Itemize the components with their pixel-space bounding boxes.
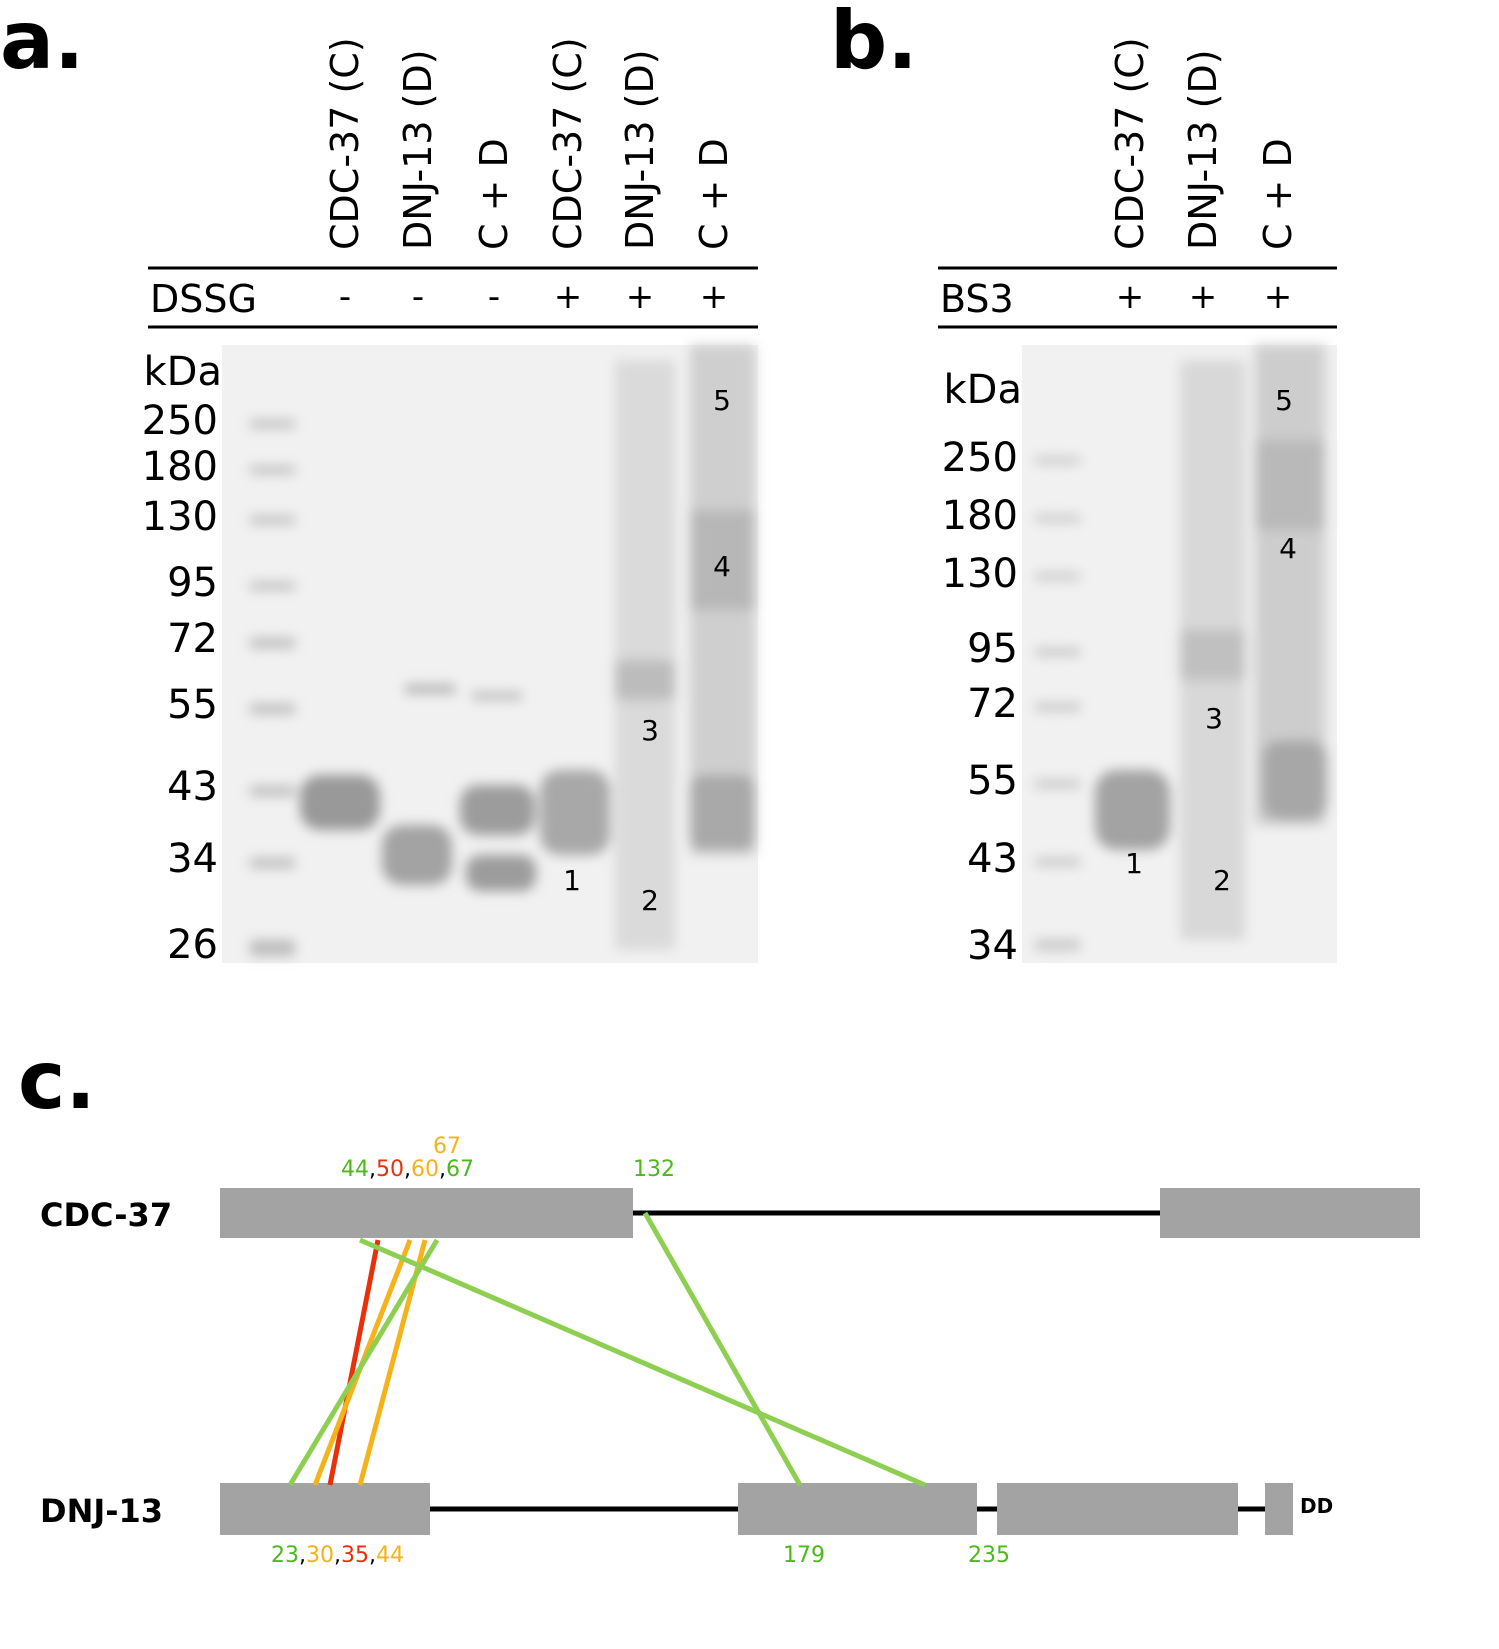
panel-label: b. bbox=[830, 0, 918, 87]
marker-label: 130 bbox=[942, 551, 1018, 597]
treatment-mark: - bbox=[488, 277, 500, 317]
residue: 132 bbox=[633, 1157, 675, 1182]
lane-label: C + D bbox=[692, 138, 736, 250]
treatment-name: DSSG bbox=[150, 277, 257, 321]
marker-label: 34 bbox=[167, 836, 218, 882]
domain-label: DD bbox=[1300, 1494, 1333, 1518]
treatment-mark: + bbox=[1116, 277, 1145, 317]
residue: 35 bbox=[341, 1543, 369, 1568]
residue: 235 bbox=[968, 1543, 1010, 1568]
residue: 30 bbox=[306, 1543, 334, 1568]
separator: , bbox=[369, 1157, 376, 1182]
treatment-mark: + bbox=[554, 277, 583, 317]
marker-label: 26 bbox=[167, 922, 218, 968]
marker-label: 250 bbox=[942, 435, 1018, 481]
lane-label: CDC-37 (C) bbox=[323, 37, 367, 250]
band-label: 3 bbox=[1205, 702, 1223, 735]
protein-name: DNJ-13 bbox=[40, 1492, 163, 1530]
band-label: 3 bbox=[641, 714, 659, 747]
unit-label: kDa bbox=[944, 367, 1022, 413]
residue: 50 bbox=[376, 1157, 404, 1182]
marker-label: 43 bbox=[167, 764, 218, 810]
band-label: 2 bbox=[641, 884, 659, 917]
separator: , bbox=[369, 1543, 376, 1568]
treatment-name: BS3 bbox=[940, 277, 1014, 321]
marker-label: 95 bbox=[967, 626, 1018, 672]
residue: 67 bbox=[446, 1157, 474, 1182]
marker-label: 250 bbox=[142, 398, 218, 444]
treatment-mark: + bbox=[1264, 277, 1293, 317]
treatment-mark: + bbox=[700, 277, 729, 317]
treatment-mark: - bbox=[339, 277, 351, 317]
lane-label: CDC-37 (C) bbox=[1108, 37, 1152, 250]
unit-label: kDa bbox=[144, 349, 222, 395]
band-label: 1 bbox=[563, 864, 581, 897]
marker-label: 130 bbox=[142, 494, 218, 540]
marker-label: 72 bbox=[167, 616, 218, 662]
marker-label: 55 bbox=[167, 682, 218, 728]
band-label: 4 bbox=[1279, 532, 1297, 565]
marker-label: 43 bbox=[967, 836, 1018, 882]
lane-label: C + D bbox=[1256, 138, 1300, 250]
residue-list: 44,50,60,67 bbox=[341, 1157, 474, 1182]
lane-label: DNJ-13 (D) bbox=[1181, 49, 1225, 250]
protein-diagram bbox=[220, 1188, 1420, 1535]
marker-label: 55 bbox=[967, 758, 1018, 804]
band-label: 5 bbox=[1275, 384, 1293, 417]
separator: , bbox=[299, 1543, 306, 1568]
lane-label: DNJ-13 (D) bbox=[396, 49, 440, 250]
band-label: 4 bbox=[713, 550, 731, 583]
residue: 23 bbox=[271, 1543, 299, 1568]
residue: 179 bbox=[783, 1543, 825, 1568]
marker-label: 95 bbox=[167, 560, 218, 606]
treatment-mark: + bbox=[1189, 277, 1218, 317]
residue: 44 bbox=[341, 1157, 369, 1182]
separator: , bbox=[334, 1543, 341, 1568]
marker-label: 180 bbox=[942, 493, 1018, 539]
marker-label: 72 bbox=[967, 681, 1018, 727]
band-label: 2 bbox=[1213, 864, 1231, 897]
residue: 60 bbox=[411, 1157, 439, 1182]
treatment-mark: - bbox=[412, 277, 424, 317]
marker-label: 180 bbox=[142, 444, 218, 490]
lane-label: CDC-37 (C) bbox=[546, 37, 590, 250]
rules bbox=[148, 266, 1337, 329]
band-label: 5 bbox=[713, 384, 731, 417]
residue-list: 23,30,35,44 bbox=[271, 1543, 404, 1568]
gel-a bbox=[222, 345, 758, 963]
lane-label: DNJ-13 (D) bbox=[618, 49, 662, 250]
separator: , bbox=[439, 1157, 446, 1182]
panel-label: c. bbox=[18, 1034, 96, 1127]
gel-b bbox=[1022, 345, 1337, 963]
protein-name: CDC-37 bbox=[40, 1196, 172, 1234]
treatment-mark: + bbox=[626, 277, 655, 317]
lane-label: C + D bbox=[472, 138, 516, 250]
marker-label: 34 bbox=[967, 923, 1018, 969]
residue: 67 bbox=[433, 1134, 461, 1159]
panel-label: a. bbox=[0, 0, 84, 87]
residue: 44 bbox=[376, 1543, 404, 1568]
band-label: 1 bbox=[1125, 847, 1143, 880]
separator: , bbox=[404, 1157, 411, 1182]
